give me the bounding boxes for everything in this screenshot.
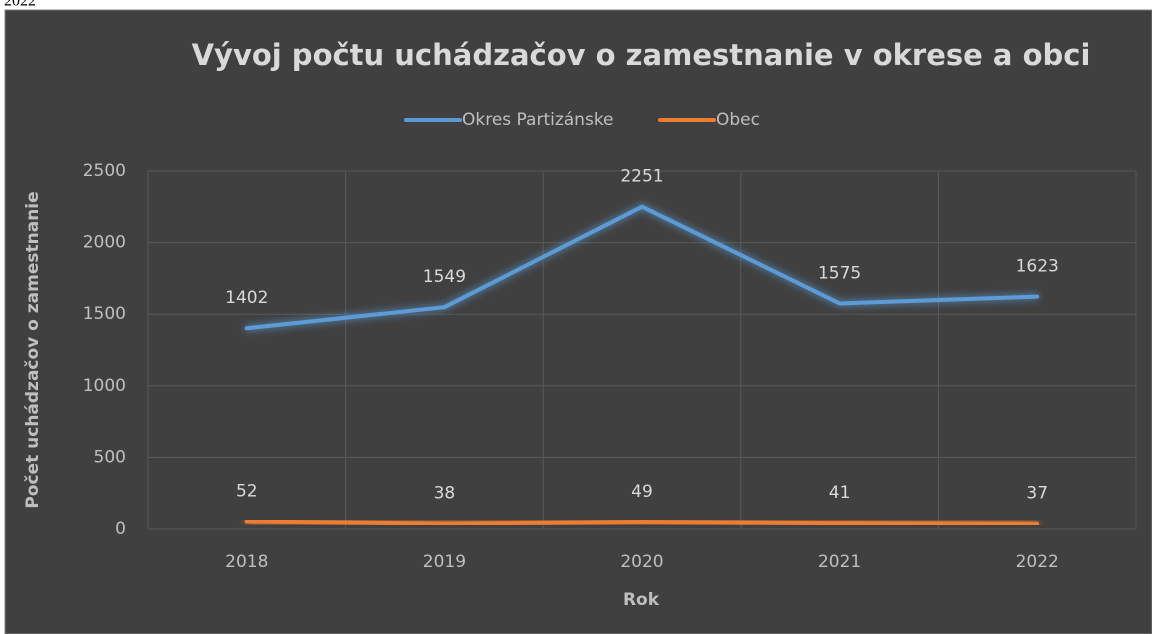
series-line [244,519,1040,526]
x-axis-title: Rok [623,590,660,610]
data-label: 38 [434,484,456,504]
y-tick-label: 1000 [83,376,126,396]
data-label: 2251 [620,167,663,187]
series-line [244,204,1040,331]
chart-title: Vývoj počtu uchádzačov o zamestnanie v o… [192,38,1091,72]
page-fragment: 2022 [4,0,36,10]
data-label: 1549 [423,267,466,287]
chart-area [4,9,1152,634]
x-tick-label: 2021 [818,552,861,572]
y-tick-label: 2000 [83,233,126,253]
x-tick-label: 2018 [225,552,268,572]
data-label: 49 [631,482,653,502]
data-label: 1402 [225,288,268,308]
data-label: 52 [236,482,258,502]
x-tick-label: 2022 [1016,552,1059,572]
legend-label: Obec [716,110,760,130]
y-axis-title: Počet uchádzačov o zamestnanie [23,191,43,508]
x-tick-label: 2020 [620,552,663,572]
data-label: 41 [829,483,851,503]
legend-label: Okres Partizánske [462,110,614,130]
y-tick-label: 0 [115,519,126,539]
x-tick-label: 2019 [423,552,466,572]
data-label: 1575 [818,263,861,283]
y-tick-label: 1500 [83,304,126,324]
category-grid [147,171,1137,529]
data-label: 37 [1026,484,1048,504]
y-tick-label: 500 [94,447,126,467]
data-label: 1623 [1016,257,1059,277]
y-tick-label: 2500 [83,161,126,181]
